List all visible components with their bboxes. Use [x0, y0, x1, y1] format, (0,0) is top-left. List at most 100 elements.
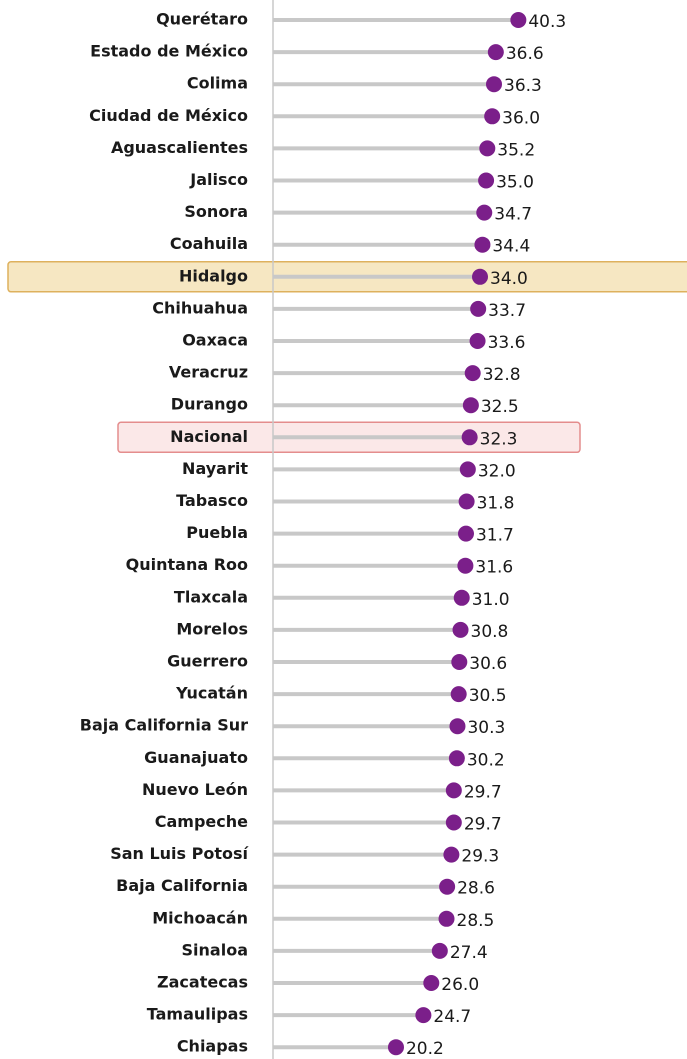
- category-label: Guanajuato: [144, 748, 248, 767]
- dot: [431, 942, 448, 959]
- value-label: 31.7: [476, 526, 514, 546]
- category-label: Campeche: [155, 812, 248, 831]
- dot: [469, 333, 486, 349]
- value-label: 36.0: [502, 108, 540, 128]
- value-label: 34.0: [490, 269, 528, 289]
- value-label: 33.7: [488, 301, 526, 321]
- dot: [478, 172, 495, 189]
- dot: [445, 814, 462, 831]
- value-label: 34.7: [494, 205, 532, 225]
- category-label: Oaxaca: [182, 331, 248, 350]
- category-label: Aguascalientes: [111, 138, 248, 157]
- category-label: Nayarit: [182, 459, 248, 478]
- category-label: Nuevo León: [142, 780, 248, 799]
- dot: [464, 365, 481, 382]
- value-label: 32.0: [478, 461, 516, 481]
- category-label: Chihuahua: [152, 298, 248, 317]
- dot: [459, 461, 476, 478]
- category-label: Zacatecas: [157, 973, 248, 992]
- dot: [453, 589, 470, 606]
- value-label: 24.7: [433, 1007, 471, 1027]
- dot: [438, 910, 455, 927]
- dot: [458, 493, 475, 510]
- dot: [445, 782, 462, 799]
- value-label: 33.6: [488, 333, 526, 353]
- value-label: 27.4: [450, 943, 488, 963]
- value-label: 30.2: [467, 750, 505, 770]
- dot: [439, 878, 456, 895]
- dot: [486, 76, 503, 93]
- value-label: 32.3: [480, 429, 518, 449]
- category-label: Chiapas: [177, 1037, 248, 1056]
- value-label: 30.5: [469, 686, 507, 706]
- category-label: Tamaulipas: [147, 1005, 248, 1024]
- dot: [476, 204, 493, 221]
- dot: [387, 1039, 404, 1056]
- value-label: 29.3: [461, 847, 499, 867]
- category-label: Sinaloa: [182, 940, 248, 959]
- value-label: 36.3: [504, 76, 542, 96]
- category-label: Hidalgo: [179, 266, 248, 285]
- value-label: 26.0: [441, 975, 479, 995]
- value-label: 20.2: [406, 1039, 444, 1059]
- category-label: Coahuila: [170, 234, 248, 253]
- category-label: Tlaxcala: [174, 587, 248, 606]
- category-label: Querétaro: [156, 10, 248, 29]
- category-label: San Luis Potosí: [110, 844, 249, 863]
- value-label: 31.0: [472, 590, 510, 610]
- value-label: 35.2: [497, 140, 535, 160]
- category-label: Puebla: [186, 523, 248, 542]
- dot: [461, 429, 478, 446]
- value-label: 32.5: [481, 397, 519, 417]
- dot: [449, 718, 466, 735]
- category-label: Quintana Roo: [126, 555, 248, 574]
- dot: [470, 300, 487, 317]
- value-label: 30.3: [467, 718, 505, 738]
- dot: [443, 846, 460, 863]
- dot: [415, 1007, 432, 1024]
- dot: [479, 140, 496, 157]
- value-label: 35.0: [496, 173, 534, 193]
- dot: [451, 654, 468, 670]
- value-label: 31.6: [475, 558, 513, 578]
- value-label: 28.6: [457, 879, 495, 899]
- category-label: Colima: [187, 74, 248, 93]
- dot: [484, 108, 501, 125]
- dot: [457, 557, 474, 574]
- category-label: Michoacán: [152, 908, 248, 927]
- category-label: Jalisco: [189, 170, 248, 189]
- category-label: Ciudad de México: [89, 106, 248, 125]
- dot: [448, 750, 465, 767]
- value-label: 30.8: [471, 622, 509, 642]
- dot: [510, 12, 527, 28]
- category-label: Baja California: [116, 876, 248, 895]
- dot: [452, 621, 469, 638]
- category-label: Morelos: [176, 619, 248, 638]
- value-label: 30.6: [469, 654, 507, 674]
- value-label: 29.7: [464, 782, 502, 802]
- category-label: Durango: [171, 395, 248, 414]
- value-label: 28.5: [457, 911, 495, 931]
- dot: [423, 975, 440, 991]
- dot: [487, 44, 504, 61]
- value-label: 32.8: [483, 365, 521, 385]
- value-label: 36.6: [506, 44, 544, 64]
- value-label: 34.4: [492, 237, 530, 257]
- category-label: Nacional: [170, 427, 248, 446]
- value-label: 29.7: [464, 815, 502, 835]
- category-label: Guerrero: [167, 652, 248, 671]
- dot: [450, 686, 467, 703]
- category-label: Yucatán: [175, 684, 248, 703]
- dot: [474, 236, 491, 253]
- dot: [457, 525, 474, 542]
- dot: [472, 268, 488, 285]
- category-label: Baja California Sur: [80, 716, 248, 735]
- value-label: 40.3: [528, 12, 566, 32]
- value-label: 31.8: [477, 494, 515, 514]
- category-label: Estado de México: [90, 42, 248, 61]
- category-label: Tabasco: [176, 491, 248, 510]
- category-label: Sonora: [184, 202, 248, 221]
- category-label: Veracruz: [169, 363, 248, 382]
- dot: [462, 397, 479, 414]
